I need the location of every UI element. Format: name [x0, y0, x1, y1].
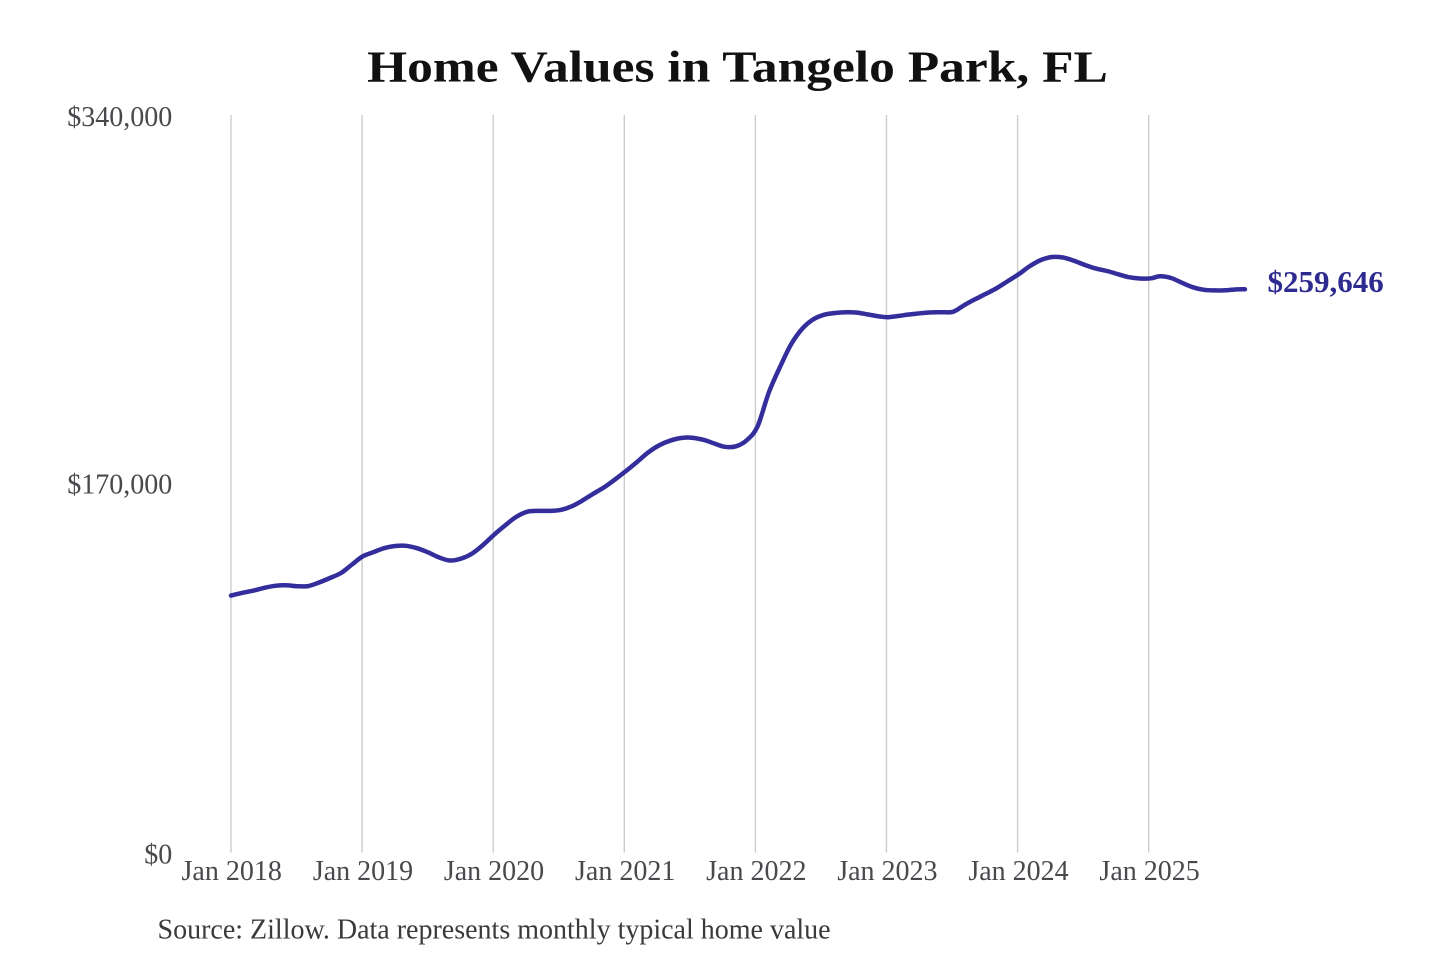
- svg-text:Jan 2020: Jan 2020: [444, 856, 544, 887]
- svg-text:Jan 2022: Jan 2022: [706, 856, 806, 887]
- svg-text:Jan 2025: Jan 2025: [1099, 856, 1199, 887]
- svg-text:Home Values in Tangelo Park, F: Home Values in Tangelo Park, FL: [367, 43, 1108, 92]
- svg-text:$259,646: $259,646: [1268, 264, 1384, 299]
- svg-text:Jan 2018: Jan 2018: [182, 856, 282, 887]
- svg-text:$340,000: $340,000: [67, 102, 172, 133]
- svg-text:Jan 2021: Jan 2021: [575, 856, 675, 887]
- svg-text:Jan 2019: Jan 2019: [313, 856, 413, 887]
- svg-text:$170,000: $170,000: [67, 469, 172, 500]
- svg-text:$0: $0: [144, 840, 172, 871]
- svg-text:Jan 2023: Jan 2023: [837, 856, 937, 887]
- svg-text:Source: Zillow. Data represent: Source: Zillow. Data represents monthly …: [158, 915, 831, 946]
- svg-text:Jan 2024: Jan 2024: [968, 856, 1068, 887]
